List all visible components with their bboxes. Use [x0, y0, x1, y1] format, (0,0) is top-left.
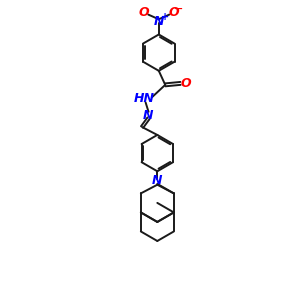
Text: HN: HN: [133, 92, 154, 105]
Text: −: −: [173, 4, 183, 14]
Text: O: O: [139, 6, 149, 19]
Text: N: N: [154, 15, 165, 28]
Text: N: N: [142, 109, 153, 122]
Text: O: O: [168, 6, 179, 19]
Text: +: +: [160, 12, 169, 22]
Text: O: O: [180, 77, 191, 90]
Text: N: N: [152, 174, 163, 187]
